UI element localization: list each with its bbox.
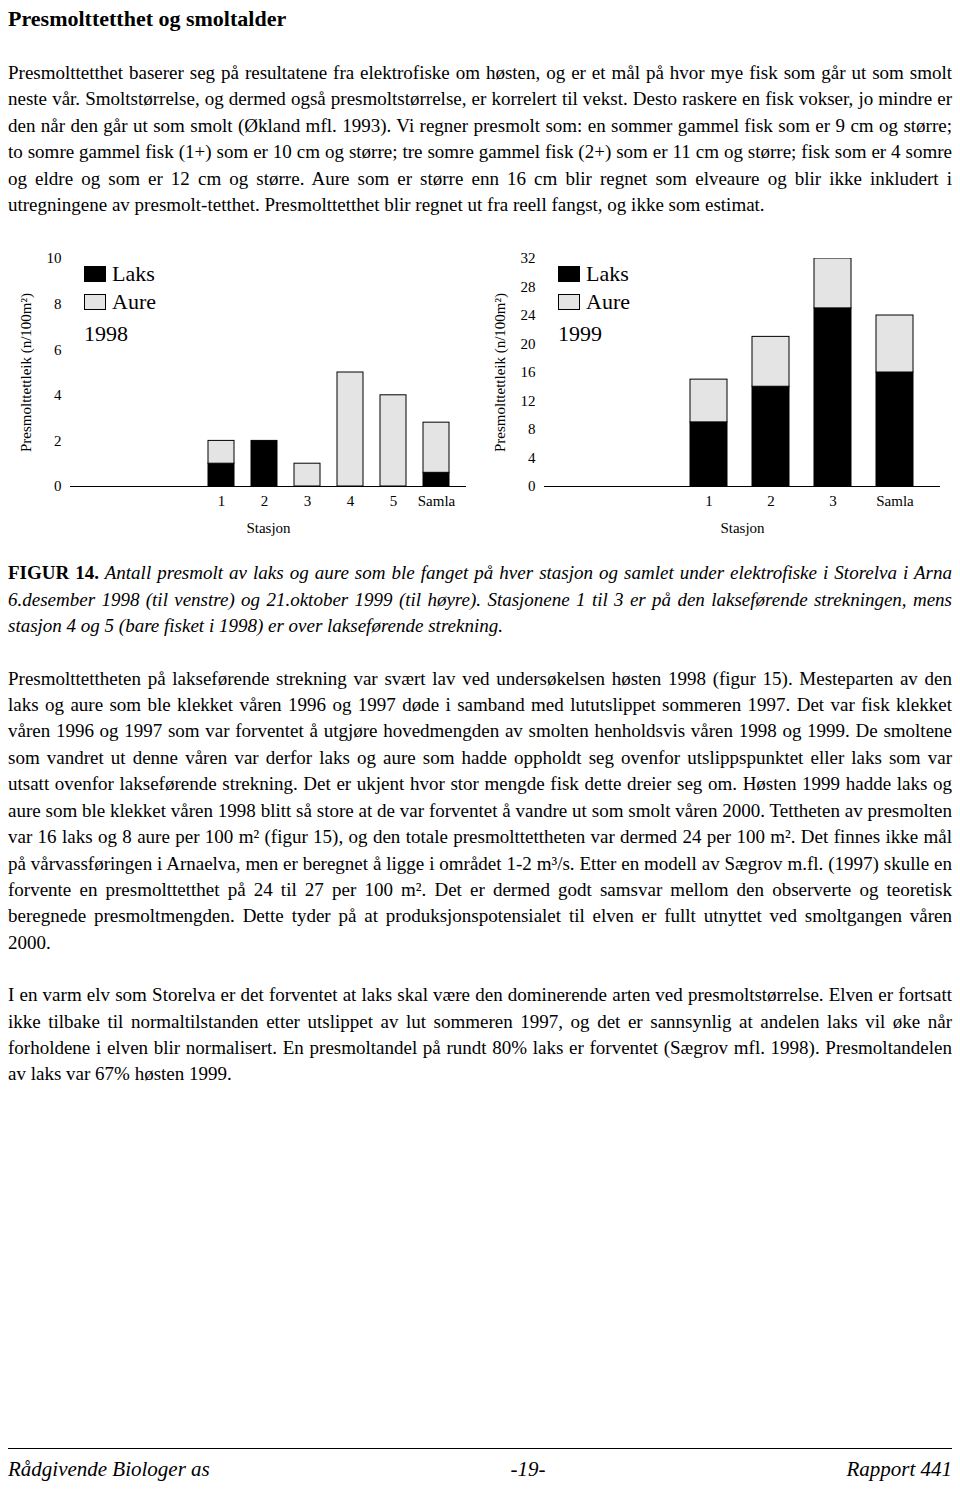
svg-text:4: 4 — [528, 450, 536, 466]
html-text:1999: 1999 — [558, 321, 602, 347]
html-text:Aure: Aure — [112, 289, 156, 315]
svg-text:16: 16 — [521, 365, 537, 381]
svg-text:4: 4 — [347, 494, 355, 510]
svg-text:3: 3 — [829, 494, 837, 510]
svg-text:1: 1 — [705, 494, 713, 510]
svg-text:10: 10 — [47, 251, 62, 267]
svg-text:6: 6 — [54, 342, 62, 358]
svg-text:0: 0 — [54, 479, 62, 495]
html-text:Aure: Aure — [586, 289, 630, 315]
html-text:Presmolttetthet og smoltalder: Presmolttetthet og smoltalder — [8, 6, 287, 31]
html-text:FIGUR 14. Antall presmolt av l: FIGUR 14. Antall presmolt av laks og aur… — [8, 562, 952, 637]
svg-text:Samla: Samla — [418, 494, 456, 510]
svg-text:4: 4 — [54, 388, 62, 404]
svg-text:2: 2 — [54, 433, 62, 449]
svg-text:0: 0 — [528, 479, 536, 495]
svg-text:32: 32 — [521, 251, 536, 267]
html-text:Presmolttettheten på lakseføre: Presmolttettheten på lakseførende strekn… — [8, 667, 952, 953]
html-text:Presmolttetthet baserer seg på: Presmolttetthet baserer seg på resultate… — [8, 62, 952, 215]
svg-text:3: 3 — [304, 494, 312, 510]
html-text:Laks: Laks — [112, 261, 155, 287]
svg-text:20: 20 — [521, 336, 536, 352]
svg-text:Presmolttettleik (n/100m²): Presmolttettleik (n/100m²) — [18, 293, 35, 452]
svg-text:Samla: Samla — [876, 494, 914, 510]
svg-text:Presmolttettleik (n/100m²): Presmolttettleik (n/100m²) — [492, 293, 509, 452]
svg-text:8: 8 — [528, 422, 536, 438]
html-text:-19-: -19- — [510, 1457, 546, 1481]
svg-text:Stasjon: Stasjon — [720, 520, 765, 536]
html-text:1998: 1998 — [84, 321, 128, 347]
html-text:Rådgivende Biologer as: Rådgivende Biologer as — [8, 1457, 210, 1481]
svg-text:5: 5 — [390, 494, 398, 510]
svg-text:8: 8 — [54, 296, 62, 312]
html-text:Rapport 441: Rapport 441 — [846, 1457, 952, 1481]
svg-text:12: 12 — [521, 393, 536, 409]
html-text:I en varm elv som Storelva er: I en varm elv som Storelva er det forven… — [8, 984, 952, 1085]
svg-text:2: 2 — [767, 494, 775, 510]
svg-text:1: 1 — [218, 494, 226, 510]
svg-text:2: 2 — [261, 494, 269, 510]
html-text:Laks: Laks — [586, 261, 629, 287]
svg-text:Stasjon: Stasjon — [246, 520, 291, 536]
svg-text:28: 28 — [521, 279, 536, 295]
svg-text:24: 24 — [521, 308, 537, 324]
